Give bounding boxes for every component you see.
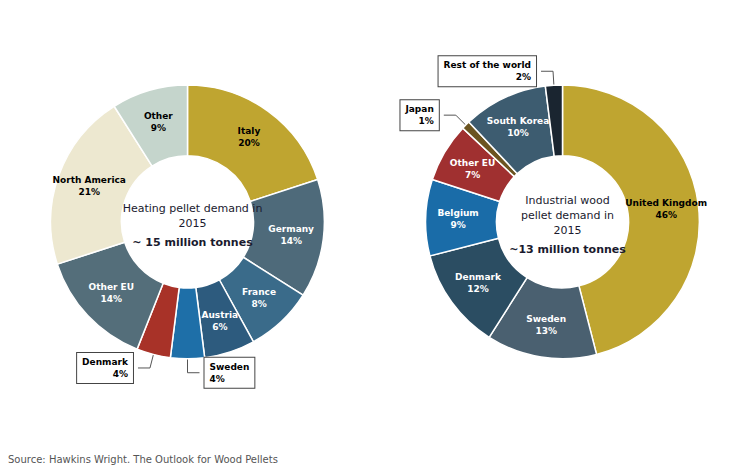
- svg-text:Sweden: Sweden: [210, 362, 250, 372]
- svg-text:1%: 1%: [419, 116, 434, 126]
- svg-text:Denmark: Denmark: [455, 272, 502, 282]
- svg-text:2015: 2015: [554, 224, 582, 237]
- svg-text:pellet demand in: pellet demand in: [521, 209, 614, 222]
- svg-text:Belgium: Belgium: [437, 208, 478, 218]
- svg-text:9%: 9%: [450, 220, 465, 230]
- svg-text:6%: 6%: [212, 322, 227, 332]
- svg-text:7%: 7%: [465, 170, 480, 180]
- svg-text:13%: 13%: [535, 326, 557, 336]
- svg-text:46%: 46%: [655, 210, 677, 220]
- svg-text:14%: 14%: [101, 294, 123, 304]
- svg-text:20%: 20%: [238, 138, 260, 148]
- svg-text:France: France: [242, 287, 276, 297]
- svg-text:9%: 9%: [151, 123, 166, 133]
- svg-text:Industrial wood: Industrial wood: [525, 194, 610, 207]
- svg-text:North America: North America: [53, 175, 126, 185]
- svg-text:Heating pellet demand in: Heating pellet demand in: [123, 202, 263, 215]
- svg-text:Denmark: Denmark: [82, 357, 129, 367]
- svg-text:8%: 8%: [251, 299, 266, 309]
- svg-text:~13 million tonnes: ~13 million tonnes: [509, 243, 626, 256]
- svg-text:Sweden: Sweden: [526, 314, 566, 324]
- svg-text:Other EU: Other EU: [89, 282, 135, 292]
- svg-text:4%: 4%: [113, 369, 128, 379]
- svg-text:21%: 21%: [78, 187, 100, 197]
- svg-text:Other: Other: [144, 111, 173, 121]
- svg-text:14%: 14%: [280, 236, 302, 246]
- svg-text:Rest of the world: Rest of the world: [444, 60, 531, 70]
- svg-text:Italy: Italy: [238, 126, 261, 136]
- svg-text:Germany: Germany: [268, 224, 314, 234]
- svg-text:12%: 12%: [467, 284, 489, 294]
- svg-text:10%: 10%: [507, 128, 529, 138]
- svg-text:Other EU: Other EU: [450, 158, 496, 168]
- svg-text:United Kingdom: United Kingdom: [625, 198, 707, 208]
- svg-text:4%: 4%: [210, 374, 225, 384]
- svg-text:~ 15 million tonnes: ~ 15 million tonnes: [132, 236, 253, 249]
- svg-text:Japan: Japan: [404, 104, 433, 114]
- svg-text:Austria: Austria: [201, 310, 238, 320]
- svg-text:2015: 2015: [179, 217, 207, 230]
- svg-text:2%: 2%: [516, 72, 531, 82]
- svg-text:Source: Hawkins Wright. The Ou: Source: Hawkins Wright. The Outlook for …: [8, 454, 278, 465]
- svg-text:South Korea: South Korea: [487, 116, 550, 126]
